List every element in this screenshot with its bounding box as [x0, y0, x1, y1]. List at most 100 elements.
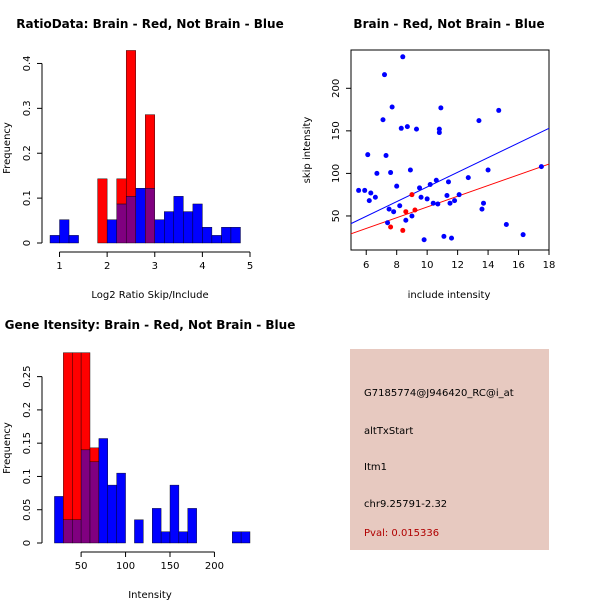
ratio_hist-bar-brain — [125, 50, 136, 197]
ratio_hist-bar-not-brain — [68, 235, 79, 244]
gene_hist-y-tick-label: 0.25 — [22, 365, 33, 387]
not-brain-point — [444, 193, 450, 199]
gene_hist-y-tick-label: 0.1 — [22, 468, 33, 484]
gene_hist-bar-not-brain — [240, 531, 251, 544]
not-brain-point — [374, 170, 380, 176]
not-brain-point — [496, 107, 502, 113]
gene_hist-bar-overlap — [63, 519, 73, 544]
gene-hist-ylabel: Frequency — [2, 422, 13, 474]
ratio_hist-bar-not-brain — [211, 235, 222, 244]
not-brain-point — [356, 187, 362, 193]
ratio_hist-bar-brain — [116, 178, 127, 205]
not-brain-point — [362, 187, 368, 193]
ratio_hist-bar-not-brain — [164, 211, 175, 244]
not-brain-point — [400, 54, 406, 60]
not-brain-point — [465, 175, 471, 181]
not-brain-point — [380, 117, 386, 123]
info-panel: G7185774@J946420_RC@i_at altTxStart Itm1… — [350, 349, 549, 550]
ratio_hist-y-tick-label: 0.1 — [22, 190, 33, 206]
scatter-plot-frame — [350, 49, 550, 251]
not-brain-point — [403, 217, 409, 223]
gene_hist-bar-overlap — [80, 449, 91, 544]
not-brain-point — [438, 105, 444, 111]
not-brain-point — [476, 118, 482, 124]
not-brain-point — [407, 167, 413, 173]
ratio_hist-bar-overlap — [145, 188, 155, 244]
brain-point — [400, 227, 406, 233]
scatter-y-tick-label: 150 — [331, 121, 342, 140]
ratio_hist-bar-not-brain — [135, 188, 146, 244]
not-brain-point — [394, 183, 400, 189]
ratio_hist-y-tick-label: 0.4 — [22, 56, 33, 72]
not-brain-point — [372, 194, 378, 200]
gene-hist-title: Gene Itensity: Brain - Red, Not Brain - … — [5, 318, 296, 332]
scatter-x-tick-label: 6 — [363, 260, 369, 271]
gene_hist-y-tick-label: 0 — [22, 540, 33, 546]
ratio-histogram: RatioData: Brain - Red, Not Brain - Blue… — [2, 17, 284, 301]
ratio-hist-xlabel: Log2 Ratio Skip/Include — [91, 290, 208, 301]
not-brain-point — [441, 233, 447, 239]
not-brain-point — [520, 232, 526, 238]
ratio_hist-bar-not-brain — [202, 227, 213, 244]
not-brain-point — [449, 235, 455, 241]
ratio_hist-x-tick-label: 5 — [247, 261, 253, 272]
not-brain-point — [445, 179, 451, 185]
gene_hist-x-tick-label: 150 — [160, 561, 179, 572]
scatter-plot: Brain - Red, Not Brain - Blue include in… — [302, 17, 555, 301]
event-type: altTxStart — [364, 426, 413, 437]
ratio_hist-bar-not-brain — [221, 227, 232, 244]
not-brain-point — [452, 198, 458, 204]
genomic-location: chr9.25791-2.32 — [364, 499, 447, 510]
ratio_hist-y-tick-label: 0 — [22, 240, 33, 246]
ratio_hist-y-tick-label: 0.2 — [22, 145, 33, 161]
gene_hist-y-tick-label: 0.05 — [22, 499, 33, 521]
ratio_hist-x-tick-label: 2 — [104, 261, 110, 272]
not-brain-point — [391, 209, 397, 215]
not-brain-point — [436, 130, 442, 136]
scatter-y-tick-label: 100 — [331, 164, 342, 183]
scatter-xlabel: include intensity — [408, 290, 491, 301]
scatter-x-tick-label: 18 — [543, 260, 556, 271]
ratio_hist-bar-brain — [97, 178, 108, 244]
scatter-x-tick-label: 12 — [451, 260, 464, 271]
ratio_hist-x-tick-label: 4 — [199, 261, 205, 272]
not-brain-point — [485, 167, 491, 173]
not-brain-fit-line — [350, 127, 550, 225]
p-value: Pval: 0.015336 — [364, 528, 439, 539]
gene_hist-bar-brain — [63, 352, 73, 520]
not-brain-point — [479, 206, 485, 212]
scatter-ylabel: skip intensity — [302, 117, 313, 184]
not-brain-point — [365, 152, 371, 158]
ratio_hist-x-tick-label: 3 — [152, 261, 158, 272]
not-brain-point — [386, 206, 392, 212]
scatter-y-tick-label: 50 — [331, 210, 342, 223]
gene_hist-bar-not-brain — [134, 519, 144, 544]
gene-hist-xlabel: Intensity — [128, 590, 172, 600]
brain-point — [403, 209, 409, 215]
scatter-x-tick-label: 8 — [394, 260, 400, 271]
probe-id: G7185774@J946420_RC@i_at — [364, 388, 514, 399]
brain-point — [412, 207, 418, 213]
gene-name: Itm1 — [364, 462, 387, 473]
gene_hist-bar-not-brain — [160, 531, 171, 544]
not-brain-point — [383, 153, 389, 159]
not-brain-point — [398, 125, 404, 131]
not-brain-point — [404, 124, 410, 130]
not-brain-point — [385, 220, 391, 226]
ratio_hist-x-tick-label: 1 — [56, 261, 62, 272]
gene_hist-x-tick-label: 200 — [205, 561, 224, 572]
not-brain-point — [409, 213, 415, 219]
ratio_hist-bar-not-brain — [59, 219, 70, 244]
gene_hist-y-tick-label: 0.2 — [22, 402, 33, 418]
not-brain-point — [382, 72, 388, 78]
info-panel-background — [350, 349, 549, 550]
ratio_hist-bar-not-brain — [183, 211, 194, 244]
gene_hist-bar-brain — [89, 447, 100, 463]
not-brain-point — [413, 126, 419, 132]
not-brain-point — [503, 221, 509, 227]
ratio_hist-bar-overlap — [125, 196, 136, 244]
ratio_hist-bar-not-brain — [173, 196, 184, 244]
not-brain-point — [430, 200, 436, 206]
gene_hist-bar-not-brain — [169, 484, 180, 544]
ratio-hist-ylabel: Frequency — [2, 122, 13, 174]
